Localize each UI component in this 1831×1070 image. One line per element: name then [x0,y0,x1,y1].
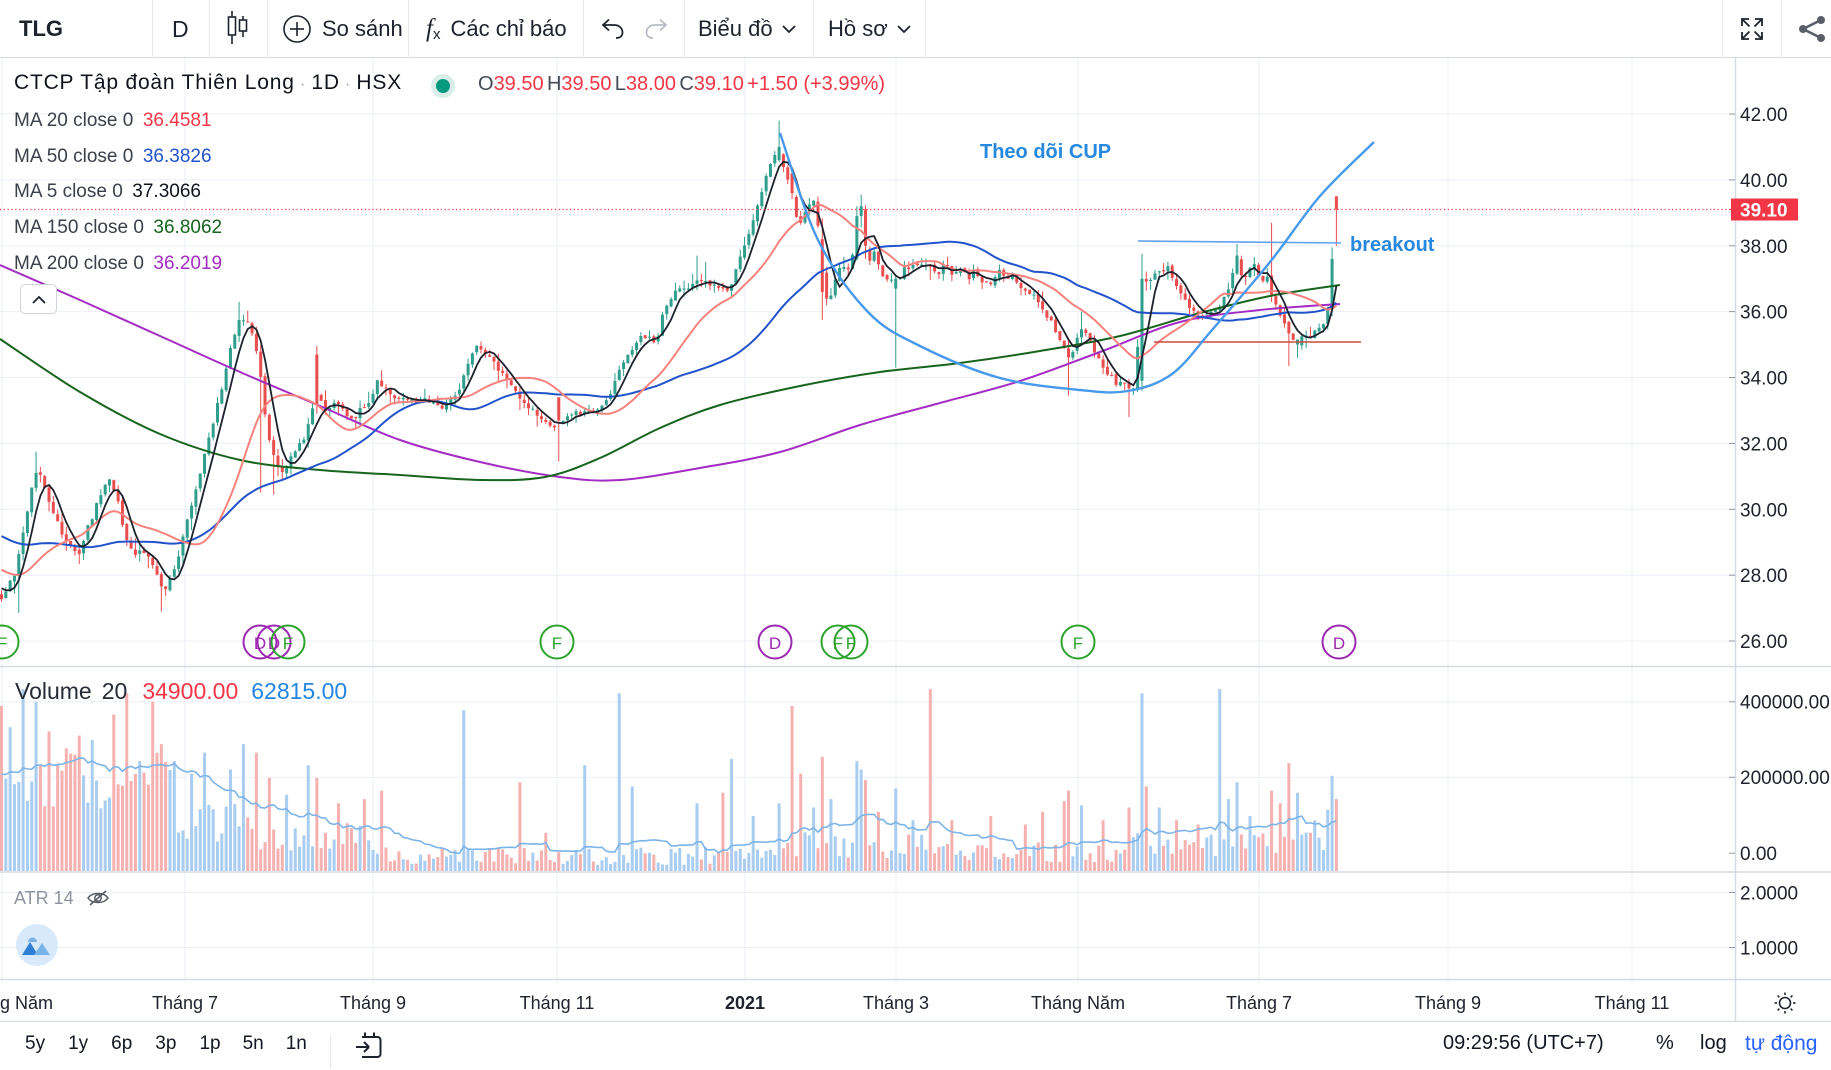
svg-text:F: F [846,634,856,653]
svg-text:400000.00: 400000.00 [1740,693,1830,714]
svg-text:38.00: 38.00 [1740,237,1788,258]
svg-text:breakout: breakout [1350,234,1435,256]
svg-text:Tháng 7: Tháng 7 [152,993,218,1013]
svg-text:F: F [1073,634,1083,653]
svg-text:Tháng 3: Tháng 3 [863,993,929,1013]
svg-text:g Năm: g Năm [0,993,53,1013]
svg-text:F: F [283,634,293,653]
svg-text:Tháng 11: Tháng 11 [520,993,595,1013]
svg-text:34.00: 34.00 [1740,369,1788,390]
svg-text:Tháng 9: Tháng 9 [1415,993,1481,1013]
svg-text:D: D [1333,634,1345,653]
svg-text:39.10: 39.10 [1740,201,1788,222]
svg-text:200000.00: 200000.00 [1740,768,1830,789]
svg-text:40.00: 40.00 [1740,171,1788,192]
svg-text:1.0000: 1.0000 [1740,939,1798,960]
svg-text:0.00: 0.00 [1740,844,1777,865]
svg-text:Tháng 7: Tháng 7 [1226,993,1292,1013]
svg-text:2.0000: 2.0000 [1740,884,1798,905]
svg-text:Theo dõi CUP: Theo dõi CUP [980,141,1111,163]
svg-text:F: F [0,634,7,653]
svg-text:D: D [769,634,781,653]
svg-text:F: F [833,634,843,653]
svg-text:Tháng 9: Tháng 9 [340,993,406,1013]
svg-text:2021: 2021 [725,993,765,1013]
svg-text:Tháng Năm: Tháng Năm [1031,993,1125,1013]
svg-text:F: F [552,634,562,653]
svg-text:Tháng 11: Tháng 11 [1595,993,1670,1013]
svg-text:26.00: 26.00 [1740,632,1788,653]
svg-text:30.00: 30.00 [1740,500,1788,521]
svg-text:36.00: 36.00 [1740,303,1788,324]
svg-text:32.00: 32.00 [1740,434,1788,455]
svg-text:42.00: 42.00 [1740,105,1788,126]
svg-text:28.00: 28.00 [1740,566,1788,587]
